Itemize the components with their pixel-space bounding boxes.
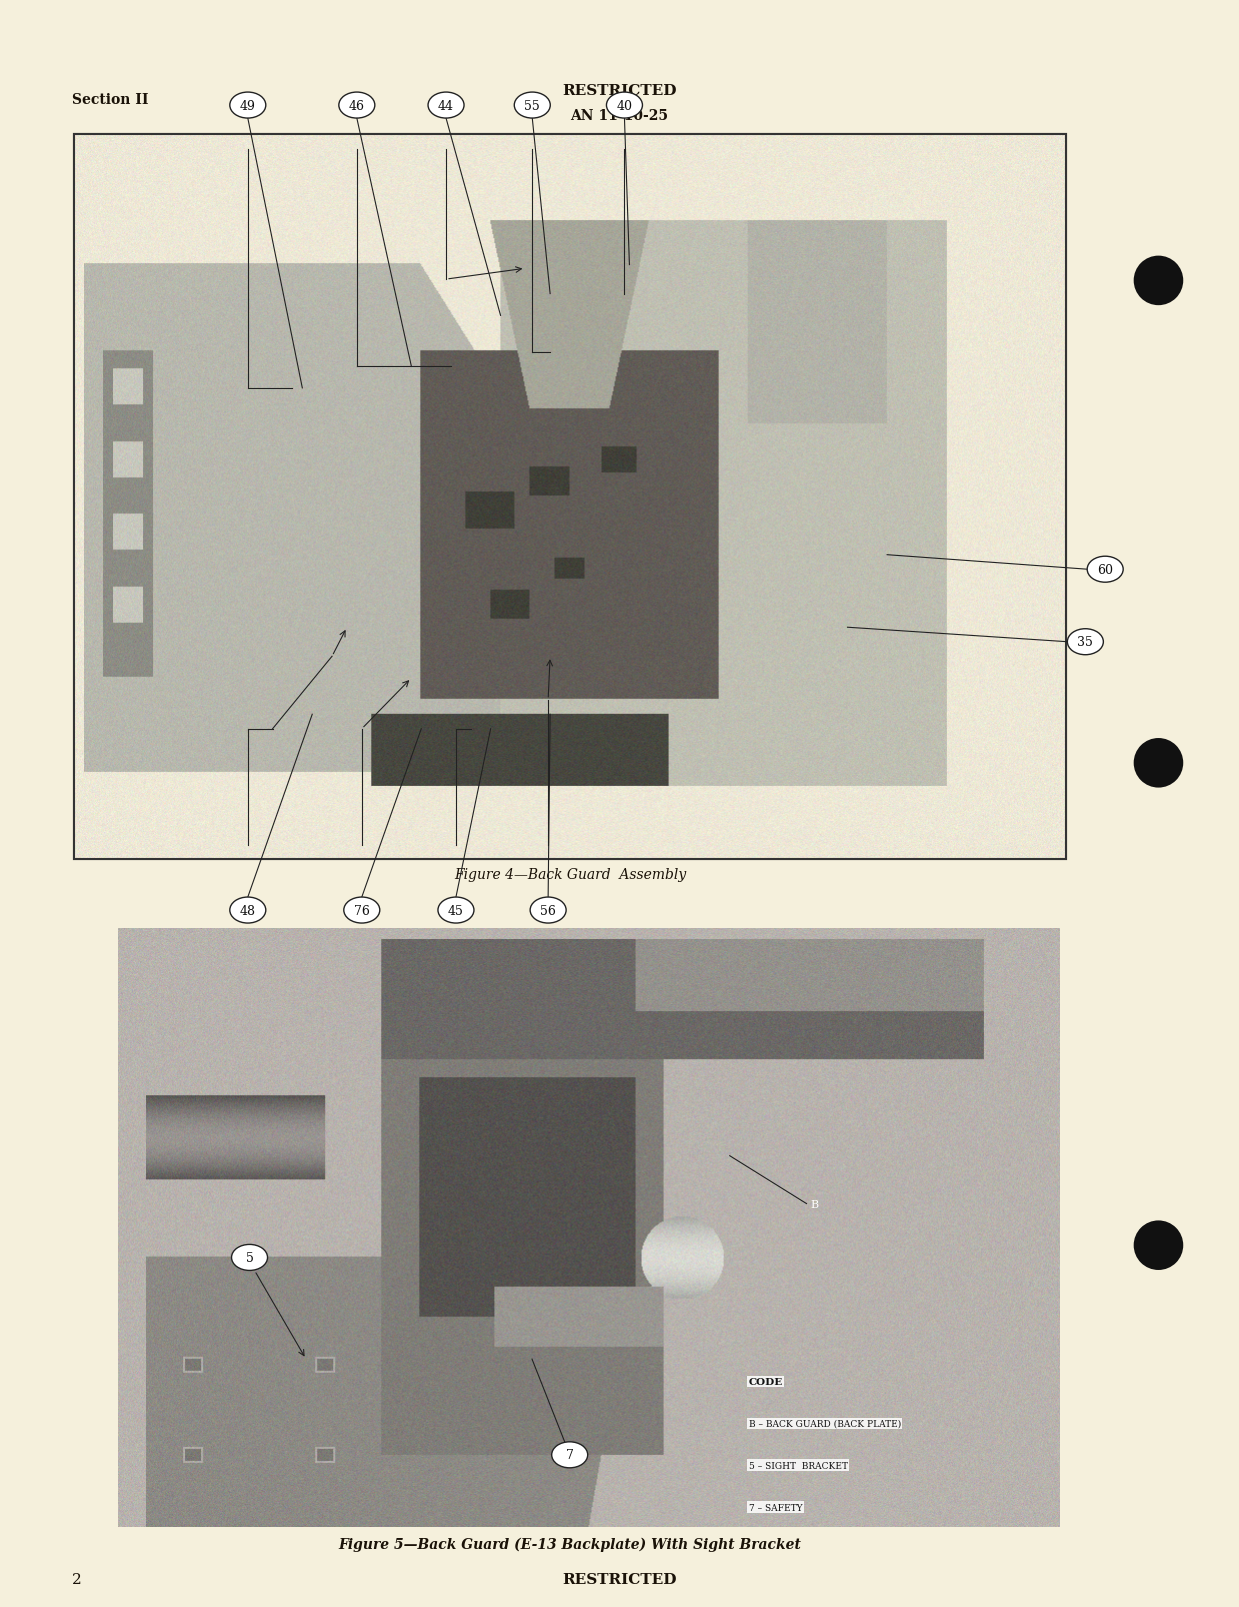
Text: AN 11-10-25: AN 11-10-25 [570,109,669,124]
Text: B: B [810,1199,819,1208]
Text: 60: 60 [1098,564,1113,577]
Ellipse shape [229,93,266,119]
Ellipse shape [1067,630,1104,656]
Ellipse shape [232,1245,268,1271]
Text: 35: 35 [1078,636,1093,649]
Text: Figure 4—Back Guard  Assembly: Figure 4—Back Guard Assembly [453,868,686,882]
Circle shape [1134,739,1183,787]
Text: 7: 7 [566,1448,574,1461]
Text: Figure 5—Back Guard (E-13 Backplate) With Sight Bracket: Figure 5—Back Guard (E-13 Backplate) Wit… [338,1536,802,1551]
Ellipse shape [551,1441,587,1467]
Ellipse shape [530,897,566,924]
Circle shape [1134,257,1183,305]
Ellipse shape [338,93,375,119]
Text: 2: 2 [72,1572,82,1586]
Text: CODE: CODE [748,1377,783,1387]
Text: 45: 45 [449,905,463,918]
Text: 55: 55 [524,100,540,112]
Text: 40: 40 [617,100,632,112]
Text: 5: 5 [245,1252,254,1265]
Ellipse shape [1087,558,1124,583]
Text: 56: 56 [540,905,556,918]
Text: 7 – SAFETY: 7 – SAFETY [748,1503,802,1512]
Bar [74,135,1066,860]
Text: RESTRICTED: RESTRICTED [563,84,676,98]
Bar [74,135,1066,860]
Text: 48: 48 [240,905,255,918]
Ellipse shape [437,897,475,924]
Ellipse shape [229,897,266,924]
Text: 76: 76 [354,905,369,918]
Text: 49: 49 [240,100,255,112]
Ellipse shape [606,93,643,119]
Ellipse shape [343,897,380,924]
Text: 44: 44 [439,100,453,112]
Text: RESTRICTED: RESTRICTED [563,1572,676,1586]
Ellipse shape [427,93,465,119]
Text: B – BACK GUARD (BACK PLATE): B – BACK GUARD (BACK PLATE) [748,1419,901,1429]
Text: 5 – SIGHT  BRACKET: 5 – SIGHT BRACKET [748,1461,847,1470]
Text: Section II: Section II [72,93,149,108]
Circle shape [1134,1221,1183,1270]
Text: 46: 46 [349,100,364,112]
Ellipse shape [514,93,550,119]
